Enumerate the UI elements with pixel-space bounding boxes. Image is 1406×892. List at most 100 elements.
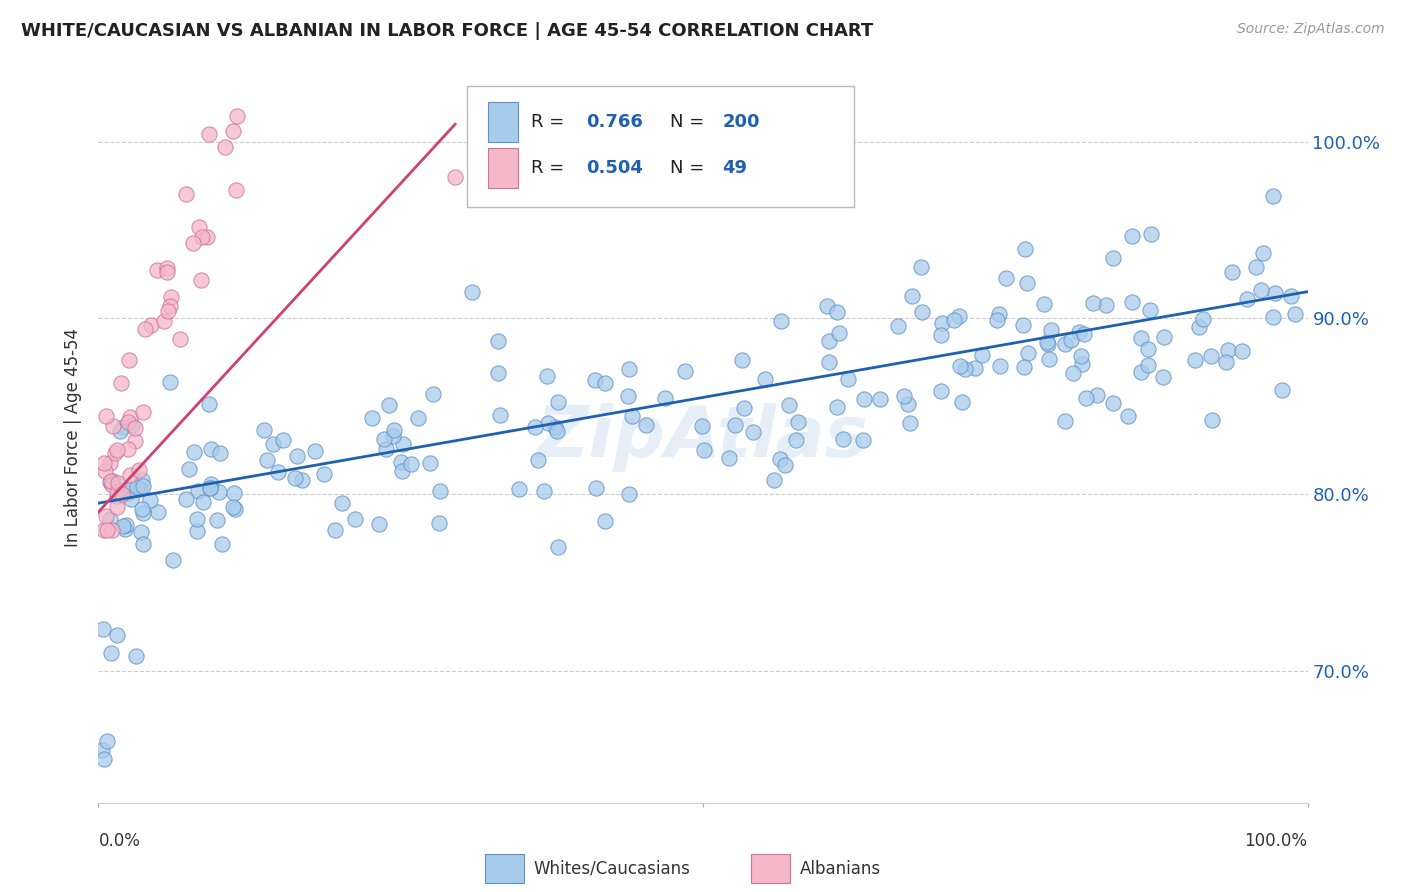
Point [533, 483, 555, 498]
Point [778, 398, 800, 412]
Point [1140, 227, 1163, 242]
Point [619, 362, 641, 376]
Point [344, 512, 367, 526]
Point [1102, 396, 1125, 410]
Point [91, 743, 114, 757]
Point [118, 353, 141, 368]
Point [179, 462, 201, 476]
Text: 0.504: 0.504 [586, 160, 643, 178]
Point [187, 484, 209, 499]
Point [375, 442, 398, 457]
Point [222, 500, 245, 514]
Point [1279, 289, 1302, 303]
Point [120, 482, 142, 496]
Point [583, 373, 606, 387]
Point [224, 486, 246, 500]
Point [1250, 283, 1272, 297]
Point [323, 523, 346, 537]
Point [1184, 353, 1206, 368]
Point [1261, 189, 1284, 203]
Point [1036, 335, 1059, 350]
Point [107, 475, 129, 490]
Point [593, 514, 616, 528]
Point [330, 496, 353, 510]
FancyBboxPatch shape [488, 148, 517, 188]
Point [1215, 354, 1237, 368]
Point [169, 332, 191, 346]
Point [785, 433, 807, 447]
Point [1230, 343, 1253, 358]
Point [195, 229, 218, 244]
Y-axis label: In Labor Force | Age 45-54: In Labor Force | Age 45-54 [65, 327, 83, 547]
Point [901, 289, 924, 303]
Point [673, 364, 696, 378]
Point [91, 622, 114, 636]
Point [100, 478, 122, 492]
Text: Whites/Caucasians: Whites/Caucasians [534, 860, 690, 878]
Point [893, 389, 915, 403]
Point [186, 524, 208, 538]
Point [536, 416, 558, 430]
Text: 0.766: 0.766 [586, 113, 643, 131]
Point [620, 409, 643, 423]
Point [1054, 414, 1077, 428]
Text: WHITE/CAUCASIAN VS ALBANIAN IN LABOR FORCE | AGE 45-54 CORRELATION CHART: WHITE/CAUCASIAN VS ALBANIAN IN LABOR FOR… [21, 22, 873, 40]
Point [361, 411, 384, 425]
Point [131, 473, 153, 487]
Point [654, 392, 676, 406]
Point [391, 465, 413, 479]
Point [399, 457, 422, 471]
Point [139, 493, 162, 508]
Point [103, 418, 125, 433]
Point [427, 516, 450, 530]
Point [129, 525, 152, 540]
Point [544, 420, 567, 434]
Point [285, 449, 308, 463]
Point [304, 444, 326, 458]
Point [312, 467, 335, 481]
Point [105, 500, 128, 514]
Point [153, 314, 176, 328]
Text: 0.0%: 0.0% [98, 832, 141, 850]
Point [692, 443, 714, 458]
Point [950, 394, 973, 409]
FancyBboxPatch shape [467, 86, 855, 207]
Point [690, 419, 713, 434]
Text: N =: N = [671, 113, 710, 131]
Point [1192, 312, 1215, 326]
Point [117, 486, 139, 500]
Point [910, 260, 932, 274]
Point [207, 485, 229, 500]
Point [762, 473, 785, 487]
Point [162, 553, 184, 567]
Point [724, 417, 747, 432]
Point [222, 124, 245, 138]
Point [105, 485, 128, 500]
Text: ZipAtlas: ZipAtlas [537, 402, 869, 472]
Point [188, 219, 211, 234]
Point [118, 467, 141, 482]
Point [1017, 346, 1039, 360]
Point [262, 437, 284, 451]
Point [929, 328, 952, 343]
Point [1220, 265, 1243, 279]
Point [832, 432, 855, 446]
Point [94, 464, 117, 478]
Point [1218, 343, 1240, 357]
Point [1015, 276, 1038, 290]
Point [1102, 251, 1125, 265]
Point [207, 513, 229, 527]
Point [1081, 295, 1104, 310]
Point [124, 434, 146, 448]
Point [1116, 409, 1139, 424]
Point [103, 446, 125, 460]
Point [392, 436, 415, 450]
Point [1236, 293, 1258, 307]
Point [200, 442, 222, 457]
Point [389, 455, 412, 469]
Point [211, 536, 233, 550]
Point [634, 417, 657, 432]
Point [1139, 303, 1161, 318]
Point [382, 428, 405, 442]
Point [186, 512, 208, 526]
